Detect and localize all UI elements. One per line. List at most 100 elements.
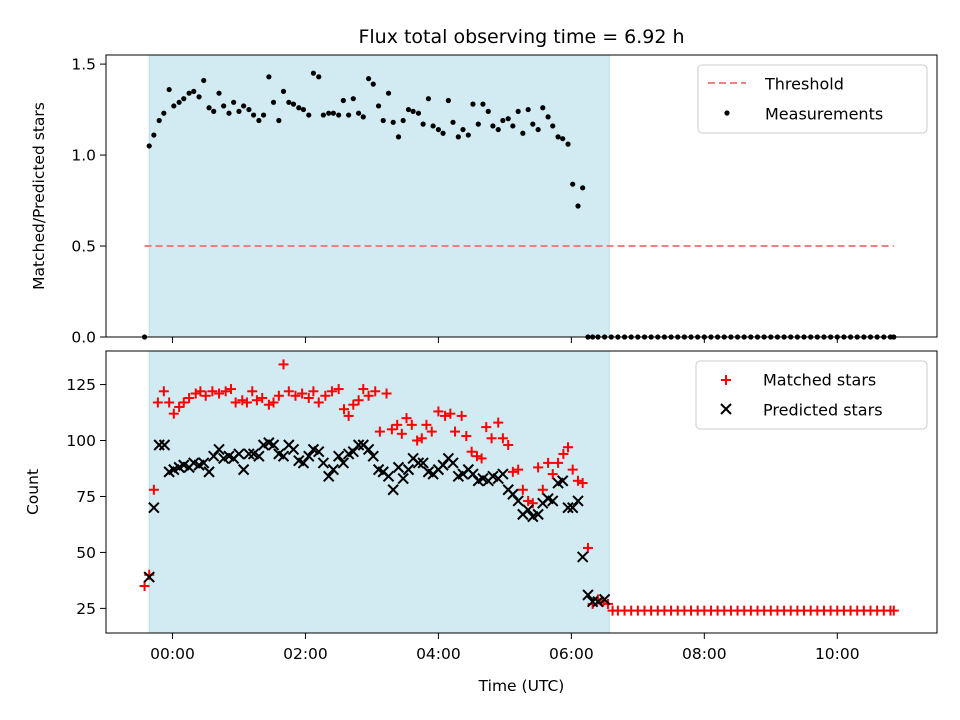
predicted-point — [547, 495, 559, 507]
measurement-point — [560, 136, 566, 142]
predicted-point — [522, 504, 534, 516]
matched-point — [303, 393, 314, 403]
predicted-point — [447, 457, 459, 469]
bottom-panel: 25 50 75 100 125 00:00 02:00 04:00 06:00 08:00 10:… — [24, 350, 938, 695]
measurement-point — [415, 110, 422, 116]
predicted-point-b — [382, 470, 395, 483]
top-legend-box — [697, 64, 928, 134]
matched-point — [353, 395, 364, 406]
x-tick-label: 00:00 — [150, 645, 195, 663]
measurement-point — [166, 86, 172, 93]
predicted-point-b — [337, 457, 350, 469]
measurement-point — [296, 105, 302, 111]
predicted-point — [237, 463, 250, 476]
measurement-point — [151, 132, 157, 138]
measurement-point — [320, 112, 326, 118]
predicted-point-b — [277, 450, 290, 462]
matched-point — [363, 390, 374, 401]
matched-point — [358, 384, 369, 395]
predicted-point-b — [582, 589, 594, 601]
predicted-point-b — [263, 437, 275, 449]
predicted-point — [412, 457, 425, 469]
legend-matched-swatch — [721, 375, 731, 385]
measurement-point — [226, 110, 232, 116]
legend-measurements-label: Measurements — [765, 105, 883, 124]
measurement-point — [410, 108, 416, 114]
measurement-point — [306, 112, 312, 118]
predicted-point — [532, 508, 544, 521]
predicted-point-b — [148, 501, 160, 514]
matched-point — [283, 386, 294, 397]
predicted-point-b — [213, 443, 225, 456]
predicted-point-b — [367, 450, 379, 462]
predicted-point-b — [397, 472, 409, 485]
matched-point — [273, 390, 284, 401]
predicted-point-b — [467, 468, 479, 480]
measurement-point — [505, 116, 511, 122]
predicted-point-b — [198, 457, 210, 469]
predicted-point — [233, 448, 245, 460]
predicted-point — [198, 457, 210, 469]
predicted-point-b — [233, 448, 245, 460]
measurement-point — [470, 101, 476, 107]
predicted-point-b — [352, 439, 365, 451]
predicted-point — [332, 450, 345, 462]
matched-point — [577, 478, 588, 489]
bottom-ytick-label: 25 — [76, 600, 96, 618]
legend-predicted-swatch — [720, 403, 732, 415]
measurement-point — [460, 126, 466, 133]
measurement-point — [365, 76, 372, 82]
measurement-point — [380, 117, 386, 124]
matched-point — [553, 457, 564, 468]
predicted-point — [402, 463, 415, 476]
top-ytick-label: 0.0 — [71, 329, 96, 347]
top-ytick-label: 1.5 — [71, 56, 96, 74]
predicted-point — [497, 468, 509, 480]
measurement-point — [545, 114, 551, 120]
predicted-point — [382, 470, 395, 483]
matched-point — [338, 404, 349, 415]
matched-point — [348, 399, 359, 410]
legend-matched-label: Matched stars — [763, 371, 876, 390]
predicted-point-b — [417, 457, 429, 469]
measurement-point — [475, 121, 481, 127]
predicted-point-b — [512, 495, 524, 507]
measurement-point — [326, 110, 332, 116]
measurement-point — [211, 108, 217, 114]
predicted-point-b — [477, 472, 489, 485]
measurement-point — [340, 97, 346, 104]
measurement-point — [525, 106, 531, 113]
matched-point — [456, 410, 467, 421]
top-ytick-label: 0.5 — [71, 238, 96, 256]
measurement-point — [250, 112, 257, 118]
matched-point — [333, 384, 344, 395]
measurement-point — [580, 185, 586, 191]
measurement-point — [201, 77, 207, 84]
measurement-point — [316, 74, 322, 80]
predicted-point — [253, 450, 265, 462]
matched-point — [139, 581, 150, 591]
predicted-point — [243, 448, 255, 460]
predicted-point — [148, 501, 160, 514]
x-tick-label: 06:00 — [549, 645, 594, 663]
bottom-ytick-label: 50 — [76, 544, 96, 562]
matched-point — [381, 388, 392, 399]
predicted-point-b — [188, 457, 200, 469]
predicted-point — [562, 501, 574, 514]
bottom-axes-frame — [105, 350, 938, 634]
predicted-point-b — [412, 457, 425, 469]
predicted-point-b — [267, 439, 280, 451]
measurement-point — [181, 96, 187, 102]
measurement-point — [300, 106, 307, 113]
measurement-point — [191, 88, 197, 94]
measurement-point — [550, 123, 556, 129]
predicted-point-b — [223, 450, 235, 462]
matched-point — [888, 605, 899, 616]
predicted-point-b — [273, 448, 285, 460]
bottom-ytick-label: 100 — [66, 432, 96, 450]
matched-point — [263, 399, 274, 410]
top-ticks: 0.0 0.5 1.0 1.5 — [71, 56, 838, 347]
x-tick-label: 04:00 — [416, 645, 461, 663]
measurement-point — [515, 108, 521, 114]
